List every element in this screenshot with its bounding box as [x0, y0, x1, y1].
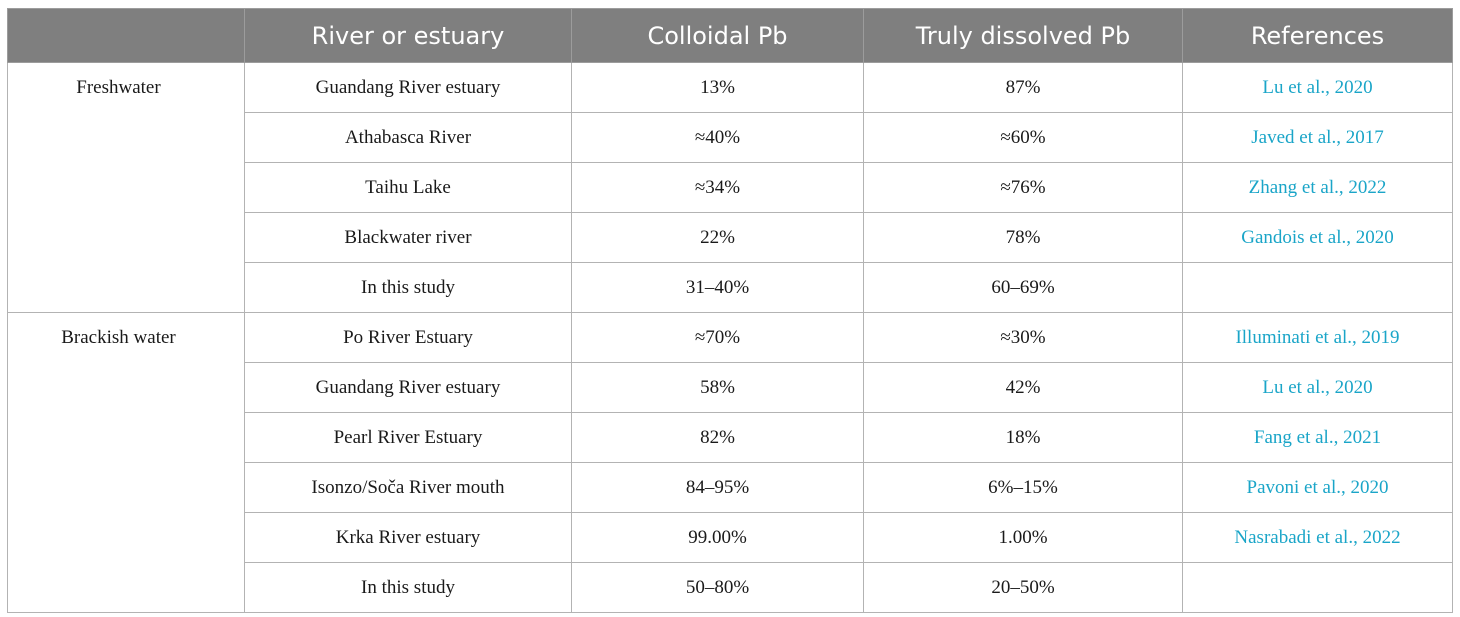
table-row: Blackwater river 22% 78% Gandois et al., 20… [8, 212, 1453, 263]
header-category [7, 8, 245, 63]
dissolved-cell: ≈76% [863, 162, 1183, 213]
table-row: In this study 31–40% 60–69% [8, 262, 1453, 313]
colloidal-cell: 50–80% [571, 562, 864, 613]
reference-link[interactable]: Zhang et al., 2022 [1182, 162, 1453, 213]
dissolved-cell: 42% [863, 362, 1183, 413]
dissolved-cell: 87% [863, 62, 1183, 113]
header-references: References [1182, 8, 1453, 63]
river-cell: Taihu Lake [244, 162, 572, 213]
reference-link[interactable]: Pavoni et al., 2020 [1182, 462, 1453, 513]
dissolved-cell: ≈60% [863, 112, 1183, 163]
colloidal-cell: 13% [571, 62, 864, 113]
dissolved-cell: 1.00% [863, 512, 1183, 563]
table-row: Freshwater Guandang River estuary 13% 87% Lu… [7, 62, 1453, 313]
river-cell: Pearl River Estuary [244, 412, 572, 463]
table-row: Guandang River estuary 58% 42% Lu et al., 2… [8, 362, 1453, 413]
colloidal-cell: 31–40% [571, 262, 864, 313]
river-cell: Guandang River estuary [244, 362, 572, 413]
colloidal-cell: ≈34% [571, 162, 864, 213]
river-cell: Guandang River estuary [244, 62, 572, 113]
colloidal-cell: 99.00% [571, 512, 864, 563]
dissolved-cell: 6%–15% [863, 462, 1183, 513]
river-cell: Isonzo/Soča River mouth [244, 462, 572, 513]
reference-link[interactable]: Lu et al., 2020 [1182, 362, 1453, 413]
reference-link [1182, 562, 1453, 613]
reference-link[interactable]: Lu et al., 2020 [1182, 62, 1453, 113]
reference-link[interactable]: Fang et al., 2021 [1182, 412, 1453, 463]
river-cell: Krka River estuary [244, 512, 572, 563]
colloidal-cell: 58% [571, 362, 864, 413]
reference-link[interactable]: Gandois et al., 2020 [1182, 212, 1453, 263]
table-row: Isonzo/Soča River mouth 84–95% 6%–15% Pavon… [8, 462, 1453, 513]
table-row: Taihu Lake ≈34% ≈76% Zhang et al., 2022 [8, 162, 1453, 213]
reference-link[interactable]: Javed et al., 2017 [1182, 112, 1453, 163]
colloidal-cell: 82% [571, 412, 864, 463]
dissolved-cell: ≈30% [863, 312, 1183, 363]
table-body: Freshwater Guandang River estuary 13% 87% Lu… [7, 62, 1453, 613]
group-label: Brackish water [7, 312, 245, 613]
table-row: Krka River estuary 99.00% 1.00% Nasrabadi e… [8, 512, 1453, 563]
dissolved-cell: 18% [863, 412, 1183, 463]
dissolved-cell: 20–50% [863, 562, 1183, 613]
header-river: River or estuary [244, 8, 572, 63]
river-cell: Blackwater river [244, 212, 572, 263]
table-row: Brackish water Po River Estuary ≈70% ≈30% Il… [7, 312, 1453, 613]
colloidal-cell: ≈40% [571, 112, 864, 163]
colloidal-cell: 22% [571, 212, 864, 263]
colloidal-cell: ≈70% [571, 312, 864, 363]
dissolved-cell: 60–69% [863, 262, 1183, 313]
comparison-table: River or estuary Colloidal Pb Truly diss… [7, 8, 1453, 613]
reference-link [1182, 262, 1453, 313]
header-row: River or estuary Colloidal Pb Truly diss… [7, 8, 1453, 63]
colloidal-cell: 84–95% [571, 462, 864, 513]
table-row: In this study 50–80% 20–50% [8, 562, 1453, 613]
river-cell: In this study [244, 262, 572, 313]
river-cell: Athabasca River [244, 112, 572, 163]
table-row: Athabasca River ≈40% ≈60% Javed et al., 201… [8, 112, 1453, 163]
dissolved-cell: 78% [863, 212, 1183, 263]
reference-link[interactable]: Illuminati et al., 2019 [1182, 312, 1453, 363]
header-dissolved: Truly dissolved Pb [863, 8, 1183, 63]
header-colloidal: Colloidal Pb [571, 8, 864, 63]
river-cell: Po River Estuary [244, 312, 572, 363]
group-label: Freshwater [7, 62, 245, 313]
reference-link[interactable]: Nasrabadi et al., 2022 [1182, 512, 1453, 563]
river-cell: In this study [244, 562, 572, 613]
